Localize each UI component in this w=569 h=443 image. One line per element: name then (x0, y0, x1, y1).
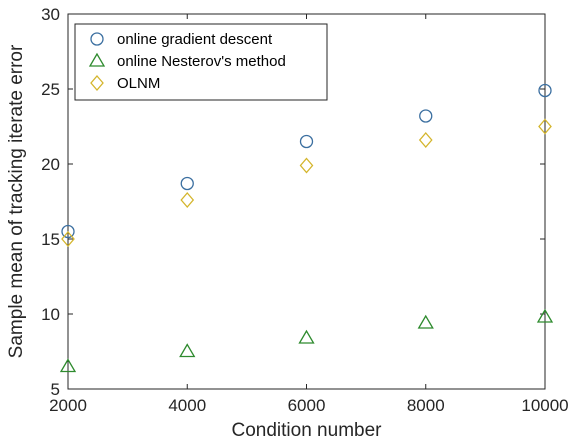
legend-entry-label: OLNM (117, 75, 160, 92)
data-point-diamond (180, 192, 195, 208)
x-tick-label: 4000 (168, 396, 206, 415)
data-point-circle (180, 176, 194, 191)
data-point-circle (61, 224, 75, 239)
x-axis-label: Condition number (232, 420, 383, 441)
y-tick-label: 5 (51, 380, 60, 399)
y-tick-label: 25 (41, 80, 60, 99)
data-point-diamond (299, 157, 314, 174)
x-tick-label: 8000 (407, 396, 445, 415)
y-tick-label: 30 (41, 5, 60, 24)
legend-entry-label: online gradient descent (117, 31, 273, 48)
data-marks (59, 83, 554, 373)
axis-ticks: 2000 4000 6000 8000 10000 5 10 15 20 25 30 (41, 5, 569, 415)
x-tick-label: 10000 (521, 396, 568, 415)
y-tick-label: 20 (41, 155, 60, 174)
legend: online gradient descent online Nesterov's… (74, 23, 328, 101)
legend-marker-circle (90, 32, 104, 46)
y-axis-label: Sample mean of tracking iterate error (6, 44, 27, 358)
data-point-triangle (59, 358, 77, 373)
data-point-circle (538, 83, 552, 98)
legend-marker-diamond (90, 75, 104, 91)
legend-marker-triangle (88, 52, 106, 67)
data-point-diamond (538, 118, 552, 135)
data-point-triangle (179, 343, 196, 358)
data-point-triangle (536, 308, 554, 323)
legend-entry-label: online Nesterov's method (117, 53, 286, 70)
x-tick-label: 2000 (49, 396, 87, 415)
y-tick-label: 10 (41, 305, 60, 324)
y-tick-label: 15 (41, 230, 60, 249)
x-tick-label: 6000 (288, 396, 326, 415)
data-point-circle (299, 134, 314, 149)
data-point-triangle (298, 329, 315, 344)
data-point-triangle (417, 314, 434, 329)
legend-box (74, 23, 328, 101)
data-point-diamond (418, 132, 433, 148)
data-point-circle (419, 109, 433, 123)
data-point-diamond (61, 231, 75, 247)
